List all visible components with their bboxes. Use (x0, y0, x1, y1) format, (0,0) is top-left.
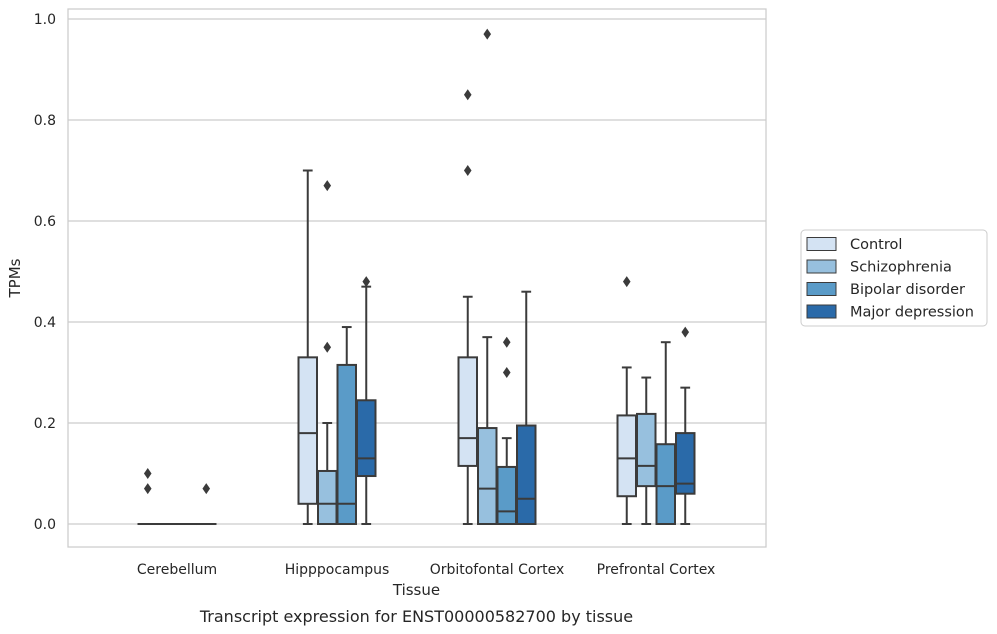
box-control (457, 89, 478, 525)
legend-swatch (806, 304, 837, 319)
y-tick-label: 0.6 (34, 214, 56, 230)
plot-frame (67, 8, 767, 548)
box-iqr (516, 424, 537, 525)
box-iqr (616, 414, 637, 498)
box-control (297, 169, 318, 525)
box-control (616, 276, 637, 525)
y-tick-label: 0.2 (34, 416, 56, 432)
x-tick-label: Prefrontal Cortex (597, 562, 716, 578)
x-tick-label: Orbitofontal Cortex (430, 562, 565, 578)
box-major-depression (356, 276, 377, 525)
outlier-point (362, 276, 371, 288)
outlier-point (622, 276, 631, 288)
box-bipolar-disorder (496, 336, 517, 525)
outlier-point (323, 341, 332, 353)
x-tick-label: Hipppocampus (285, 562, 390, 578)
y-axis-ticks: 0.0 0.2 0.4 0.6 0.8 1.0 (34, 12, 56, 533)
legend: Control Schizophrenia Bipolar disorder Majo… (800, 229, 988, 327)
box-iqr (477, 427, 498, 525)
outlier-point (323, 180, 332, 192)
outlier-point (463, 165, 472, 176)
box-iqr (317, 469, 338, 526)
box-iqr (297, 356, 318, 505)
outlier-point (502, 336, 511, 348)
box-major-depression (516, 290, 537, 525)
box-iqr (457, 356, 478, 467)
box-iqr (675, 432, 696, 495)
outlier-point (483, 28, 492, 40)
outlier-point (202, 483, 211, 495)
legend-label: Major depression (850, 305, 974, 321)
outlier-point (463, 89, 472, 101)
y-tick-label: 0.0 (34, 517, 56, 533)
legend-frame (800, 229, 988, 327)
x-tick-label: Cerebellum (137, 562, 217, 578)
y-tick-label: 0.4 (34, 315, 56, 331)
box-schizophrenia (477, 28, 498, 525)
box-iqr (496, 465, 517, 525)
x-axis-label: Tissue (392, 581, 440, 599)
box-major-depression (196, 483, 217, 526)
box-control (137, 468, 158, 526)
box-iqr (636, 412, 657, 488)
box-bipolar-disorder (336, 326, 357, 525)
chart-caption: Transcript expression for ENST0000058270… (199, 607, 633, 626)
box-schizophrenia (317, 180, 338, 526)
legend-swatch (806, 282, 837, 296)
box-iqr (336, 363, 357, 525)
y-axis-label: TPMs (6, 258, 24, 298)
box-major-depression (675, 326, 696, 525)
box-bipolar-disorder (655, 341, 676, 525)
legend-swatch (806, 237, 837, 251)
legend-label: Bipolar disorder (850, 282, 965, 298)
box-schizophrenia (636, 376, 657, 525)
box-iqr (655, 443, 676, 525)
legend-label: Control (850, 237, 902, 253)
outlier-point (502, 367, 511, 378)
x-axis-ticks: Cerebellum Hipppocampus Orbitofontal Corte… (137, 562, 715, 578)
outlier-point (143, 468, 152, 479)
outlier-point (681, 326, 690, 338)
box-iqr (356, 399, 377, 478)
outlier-point (143, 483, 152, 495)
y-tick-label: 1.0 (34, 12, 56, 28)
plot-area (137, 28, 696, 526)
y-tick-label: 0.8 (34, 113, 56, 129)
legend-swatch (806, 259, 837, 274)
legend-label: Schizophrenia (850, 260, 952, 276)
